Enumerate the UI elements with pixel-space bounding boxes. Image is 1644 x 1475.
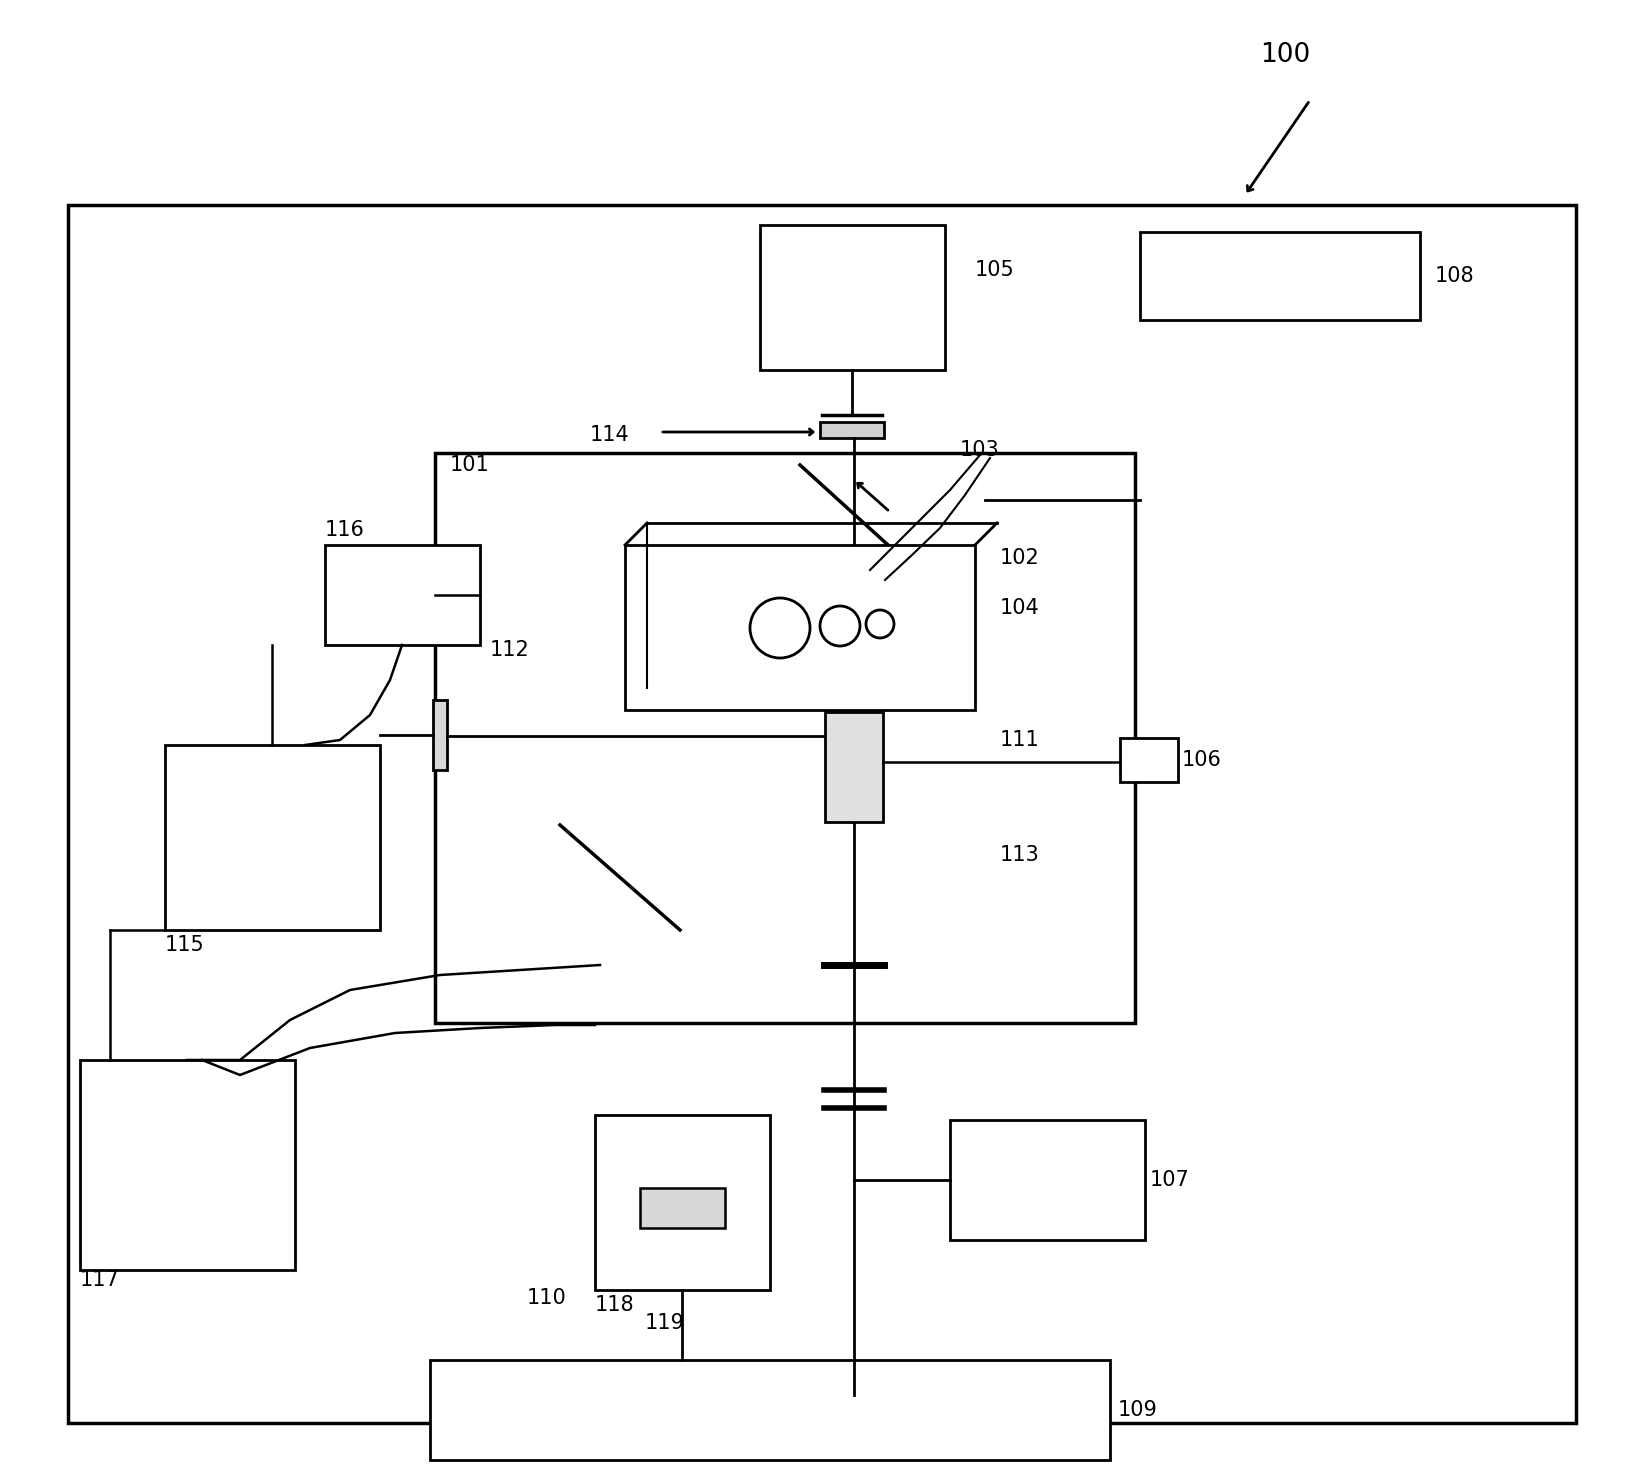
Bar bbox=[432, 701, 447, 770]
Text: 109: 109 bbox=[1118, 1400, 1157, 1420]
Bar bbox=[950, 1120, 1144, 1240]
Bar bbox=[67, 205, 1577, 1423]
Text: 105: 105 bbox=[975, 260, 1014, 280]
Bar bbox=[1139, 232, 1420, 320]
Bar bbox=[326, 544, 480, 645]
Text: 117: 117 bbox=[81, 1270, 120, 1291]
Text: 101: 101 bbox=[450, 454, 490, 475]
Text: 108: 108 bbox=[1435, 266, 1475, 286]
Bar bbox=[640, 1187, 725, 1229]
Bar bbox=[431, 1360, 1110, 1460]
Bar bbox=[595, 1115, 769, 1291]
Text: 118: 118 bbox=[595, 1295, 635, 1316]
Text: 114: 114 bbox=[590, 425, 630, 445]
Text: 112: 112 bbox=[490, 640, 529, 659]
Text: 113: 113 bbox=[1000, 845, 1039, 864]
Bar bbox=[164, 745, 380, 931]
Bar bbox=[825, 712, 883, 822]
Text: 116: 116 bbox=[326, 521, 365, 540]
Text: 100: 100 bbox=[1259, 41, 1310, 68]
Bar bbox=[820, 422, 884, 438]
Text: 107: 107 bbox=[1151, 1170, 1190, 1190]
Bar bbox=[1120, 738, 1179, 782]
Text: 115: 115 bbox=[164, 935, 206, 954]
Text: 102: 102 bbox=[1000, 549, 1039, 568]
Bar bbox=[81, 1061, 294, 1270]
Text: 104: 104 bbox=[1000, 597, 1039, 618]
Text: 110: 110 bbox=[528, 1288, 567, 1308]
Text: 111: 111 bbox=[1000, 730, 1039, 749]
Text: 103: 103 bbox=[960, 440, 1000, 460]
Bar bbox=[760, 226, 945, 370]
Text: 106: 106 bbox=[1182, 749, 1221, 770]
Bar bbox=[625, 544, 975, 709]
Text: 119: 119 bbox=[644, 1313, 686, 1333]
Bar bbox=[436, 453, 1134, 1024]
